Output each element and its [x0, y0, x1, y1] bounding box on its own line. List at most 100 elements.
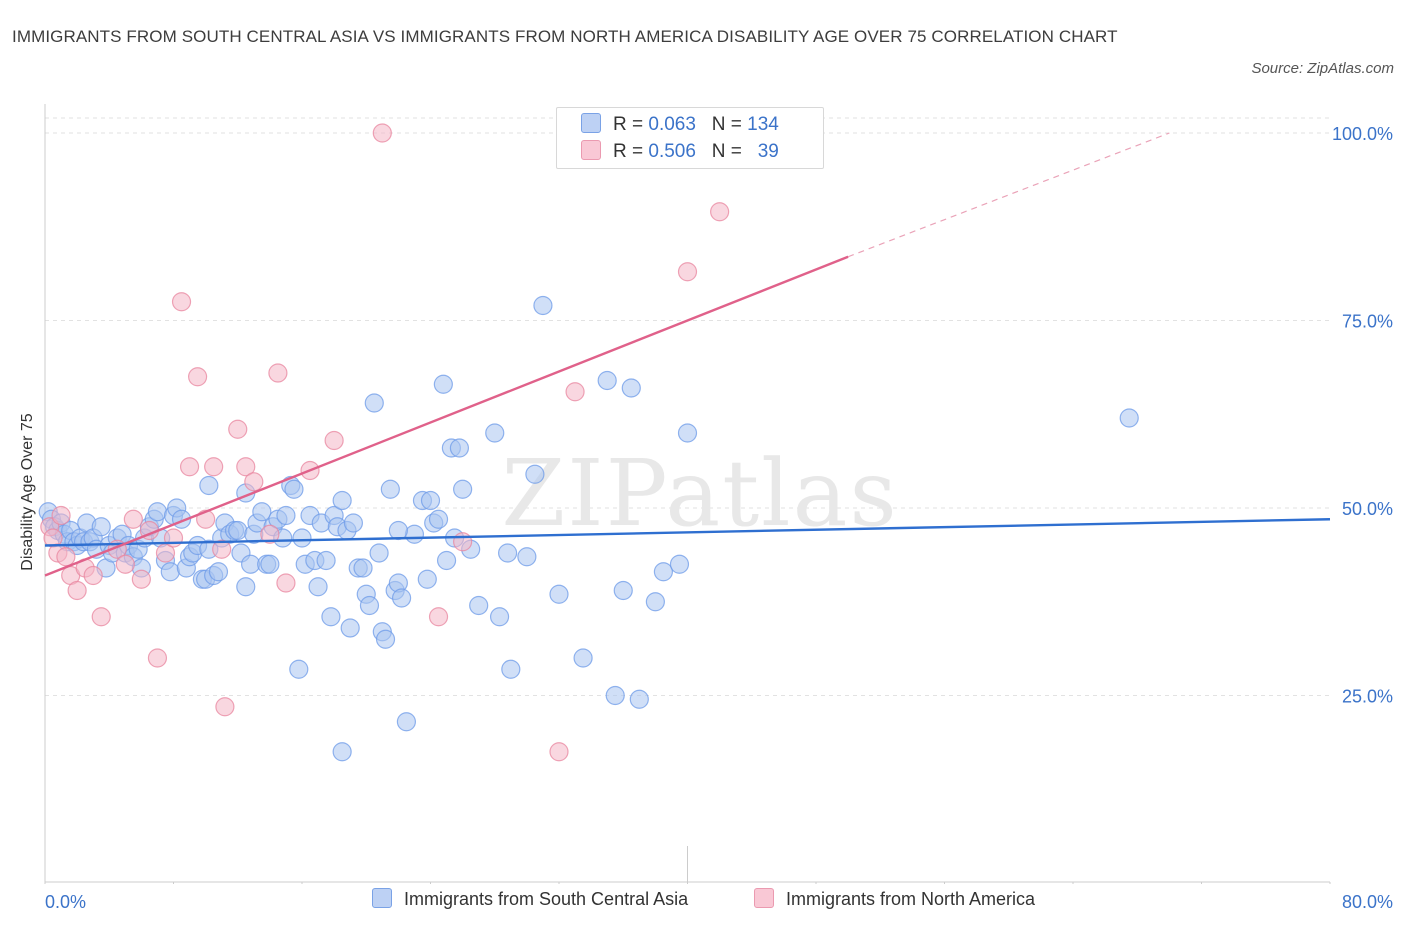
data-point: [365, 394, 383, 412]
legend-r-label: R =: [613, 141, 643, 162]
x-tick-label-max: 80.0%: [1342, 892, 1393, 912]
legend-swatch-pink: [581, 140, 601, 160]
data-point: [84, 567, 102, 585]
data-point: [57, 548, 75, 566]
legend-row-north-america: R = 0.506 N = 39: [581, 140, 779, 164]
y-tick-label: 50.0%: [1342, 499, 1393, 519]
legend-swatch-blue: [581, 113, 601, 133]
series-legend-south-central-asia: Immigrants from South Central Asia: [372, 888, 688, 910]
data-point: [418, 570, 436, 588]
data-point: [405, 525, 423, 543]
data-point: [277, 507, 295, 525]
y-tick-label: 25.0%: [1342, 687, 1393, 707]
data-point: [526, 465, 544, 483]
series-legend-north-america: Immigrants from North America: [754, 888, 1035, 910]
data-point: [550, 743, 568, 761]
data-point: [344, 514, 362, 532]
data-point: [92, 518, 110, 536]
legend-r-value: 0.063: [648, 114, 696, 135]
data-point: [646, 593, 664, 611]
data-point: [679, 263, 697, 281]
data-point: [173, 293, 191, 311]
series-name: Immigrants from South Central Asia: [404, 889, 688, 909]
data-point: [229, 420, 247, 438]
data-point: [499, 544, 517, 562]
data-point: [293, 529, 311, 547]
data-point: [205, 458, 223, 476]
data-point: [261, 555, 279, 573]
data-point: [534, 297, 552, 315]
data-point: [430, 510, 448, 528]
y-tick-label: 75.0%: [1342, 312, 1393, 332]
data-point: [630, 690, 648, 708]
data-point: [422, 492, 440, 510]
y-tick-label: 100.0%: [1332, 124, 1393, 144]
legend-r-value: 0.506: [648, 141, 696, 162]
data-point: [242, 555, 260, 573]
data-point: [189, 368, 207, 386]
data-point: [622, 379, 640, 397]
data-point: [341, 619, 359, 637]
data-point: [269, 364, 287, 382]
data-point: [229, 522, 247, 540]
data-point: [438, 552, 456, 570]
data-point: [679, 424, 697, 442]
data-point: [574, 649, 592, 667]
data-point: [614, 582, 632, 600]
data-point: [1120, 409, 1138, 427]
data-point: [317, 552, 335, 570]
data-point: [550, 585, 568, 603]
x-tick-label-min: 0.0%: [45, 892, 86, 912]
legend-r-label: R =: [613, 114, 643, 135]
series-swatch-blue: [372, 888, 392, 908]
data-point: [434, 375, 452, 393]
data-point: [200, 477, 218, 495]
data-point: [711, 203, 729, 221]
data-point: [566, 383, 584, 401]
data-point: [397, 713, 415, 731]
data-point: [389, 522, 407, 540]
data-point: [486, 424, 504, 442]
legend-n-label: N =: [712, 141, 742, 162]
legend-n-value: 134: [747, 114, 779, 135]
correlation-legend: R = 0.063 N = 134 R = 0.506 N = 39: [556, 107, 824, 169]
data-point: [450, 439, 468, 457]
data-point: [377, 630, 395, 648]
gridlines: [45, 118, 1330, 696]
legend-n-label: N =: [712, 114, 742, 135]
data-point: [373, 124, 391, 142]
data-point: [430, 608, 448, 626]
data-point: [148, 503, 166, 521]
series-swatch-pink: [754, 888, 774, 908]
data-point: [370, 544, 388, 562]
data-point: [354, 559, 372, 577]
data-point: [518, 548, 536, 566]
data-point: [245, 473, 263, 491]
trend-line-north-america-extension: [848, 133, 1169, 257]
data-point: [52, 507, 70, 525]
data-point: [322, 608, 340, 626]
data-point: [290, 660, 308, 678]
data-point: [165, 529, 183, 547]
data-point: [333, 743, 351, 761]
series-name: Immigrants from North America: [786, 889, 1035, 909]
data-point: [333, 492, 351, 510]
data-point: [502, 660, 520, 678]
data-point: [181, 458, 199, 476]
data-point: [381, 480, 399, 498]
data-point: [285, 480, 303, 498]
data-point: [161, 563, 179, 581]
data-point: [670, 555, 688, 573]
data-point: [491, 608, 509, 626]
data-point: [148, 649, 166, 667]
data-point: [116, 555, 134, 573]
data-point: [277, 574, 295, 592]
data-point: [454, 533, 472, 551]
data-point: [470, 597, 488, 615]
data-point: [237, 578, 255, 596]
data-point: [132, 570, 150, 588]
data-point: [309, 578, 327, 596]
data-point: [216, 698, 234, 716]
data-point: [393, 589, 411, 607]
data-point: [598, 372, 616, 390]
